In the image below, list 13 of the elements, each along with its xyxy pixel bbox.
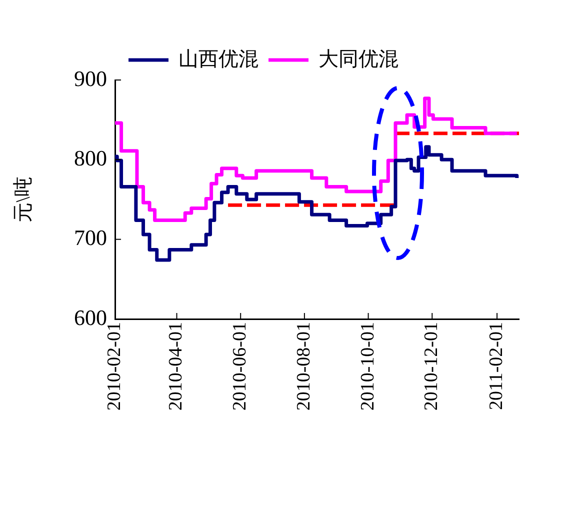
legend-label: 大同优混 [318,48,398,70]
y-tick-label: 700 [74,225,107,250]
x-tick-label: 2010-06-01 [230,322,251,411]
x-tick-label: 2010-04-01 [166,322,187,411]
x-tick-label: 2010-10-01 [357,322,378,411]
x-tick-label: 2010-08-01 [293,322,314,411]
y-tick-label: 900 [74,66,107,91]
y-tick-label: 600 [74,304,107,330]
x-tick-label: 2011-02-01 [486,322,508,410]
legend-label: 山西优混 [178,48,258,70]
y-tick-label: 800 [74,145,107,170]
x-tick-label: 2010-12-01 [421,322,442,411]
y-axis-title: 元\吨 [12,176,34,222]
